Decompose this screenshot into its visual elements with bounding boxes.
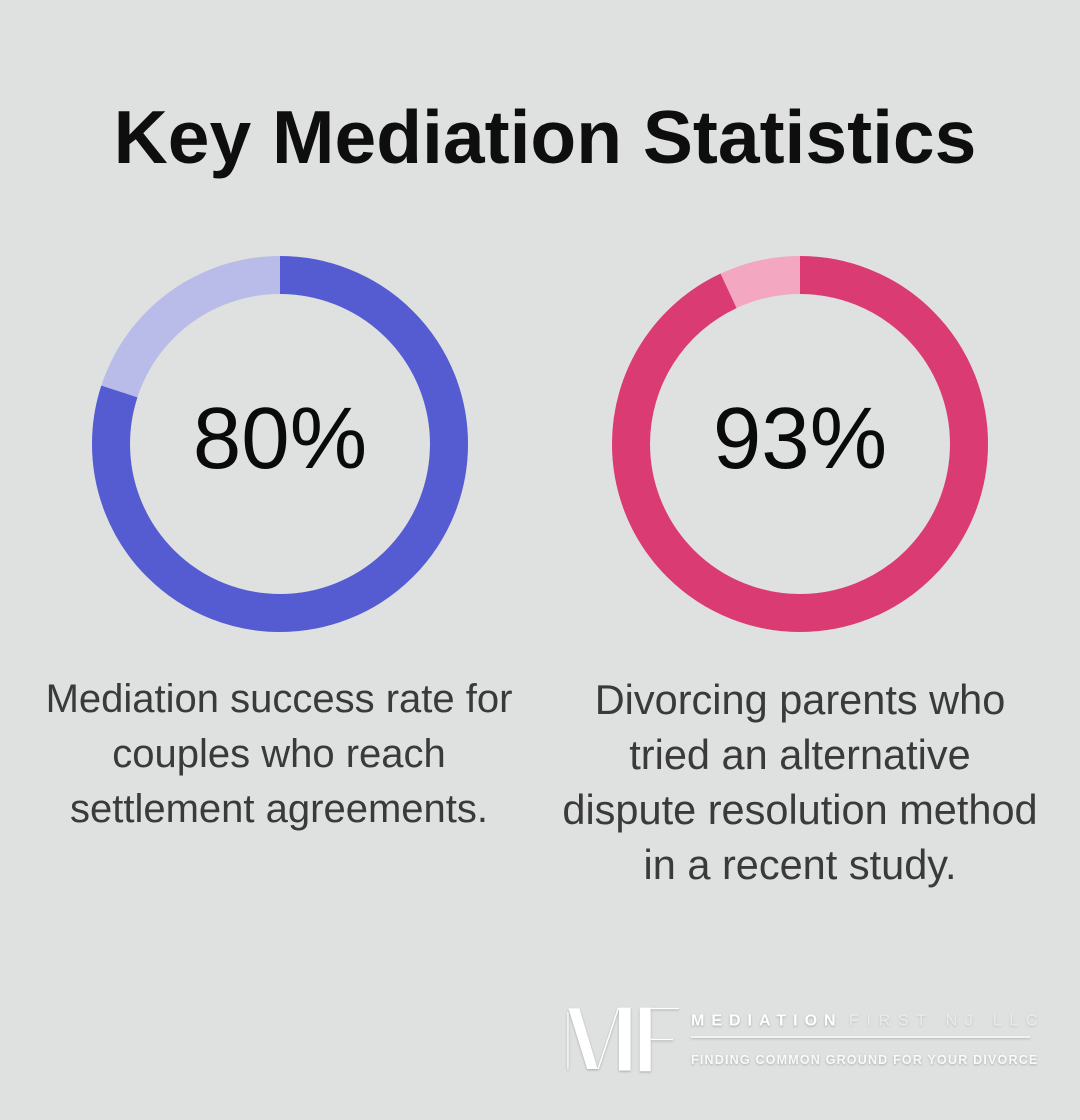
- svg-text:FINDING COMMON GROUND FOR YOUR: FINDING COMMON GROUND FOR YOUR DIVORCE: [691, 1053, 1038, 1067]
- svg-text:FIRST NJ LLC: FIRST NJ LLC: [849, 1013, 1040, 1030]
- svg-text:MEDIATION: MEDIATION: [691, 1013, 843, 1030]
